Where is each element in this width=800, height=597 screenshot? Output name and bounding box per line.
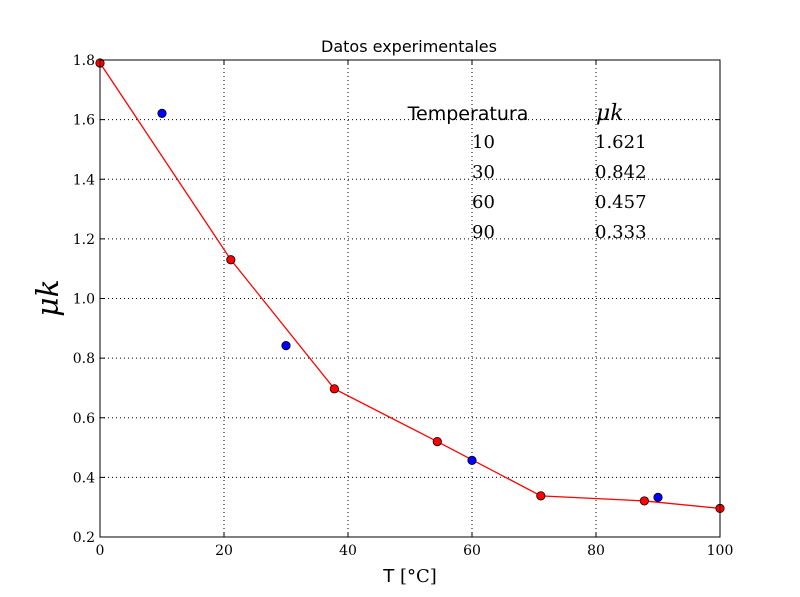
measured-point	[281, 341, 291, 351]
x-tick-label: 60	[463, 543, 481, 559]
table-cell-mu: 0.333	[595, 222, 647, 243]
x-tick-label: 100	[707, 543, 734, 559]
y-tick-label: 1.8	[73, 53, 95, 69]
y-tick-label: 1.4	[73, 172, 95, 188]
x-axis-label-unit: [°C]	[400, 566, 437, 587]
y-tick-label: 1.2	[73, 232, 95, 248]
fit-point	[226, 255, 236, 265]
fit-point	[329, 384, 339, 394]
y-axis-label: μk	[31, 279, 66, 317]
measured-series	[157, 108, 663, 502]
y-tick-label: 1.0	[73, 292, 95, 308]
fit-point	[639, 496, 649, 506]
table-header-temperature: Temperatura	[407, 103, 529, 125]
fit-point	[536, 491, 546, 501]
x-tick-label: 80	[587, 543, 605, 559]
table-cell-mu: 0.842	[595, 162, 647, 183]
y-tick-label: 1.6	[73, 113, 95, 129]
table-cell-temp: 90	[472, 222, 495, 243]
y-tick-label: 0.2	[73, 530, 95, 546]
axis-ticks: 0 20 40 60 80 100 0.2 0.4 0.6 0.8 1.0 1.2 1.4 1.6 1.8	[73, 53, 734, 559]
x-tick-label: 20	[215, 543, 233, 559]
y-tick-label: 0.6	[73, 411, 95, 427]
x-axis-label: T [°C]	[382, 566, 437, 587]
table-cell-temp: 10	[472, 132, 495, 153]
measured-point	[653, 492, 663, 502]
x-tick-label: 40	[339, 543, 357, 559]
table-header-mu: μk	[596, 101, 624, 126]
chart-title: Datos experimentales	[321, 37, 497, 56]
measured-point	[467, 455, 477, 465]
x-tick-label: 0	[96, 543, 105, 559]
table-cell-temp: 60	[472, 192, 495, 213]
fit-point	[432, 436, 442, 447]
x-axis-label-prefix: T	[382, 566, 400, 587]
measured-point	[157, 108, 167, 118]
y-tick-label: 0.4	[73, 470, 95, 486]
y-tick-label: 0.8	[73, 351, 95, 367]
table-cell-mu: 0.457	[595, 192, 647, 213]
table-cell-mu: 1.621	[595, 132, 647, 153]
data-table: Temperatura μk 10 1.621 30 0.842 60 0.45…	[407, 101, 647, 243]
table-cell-temp: 30	[472, 162, 495, 183]
grid	[100, 60, 720, 537]
